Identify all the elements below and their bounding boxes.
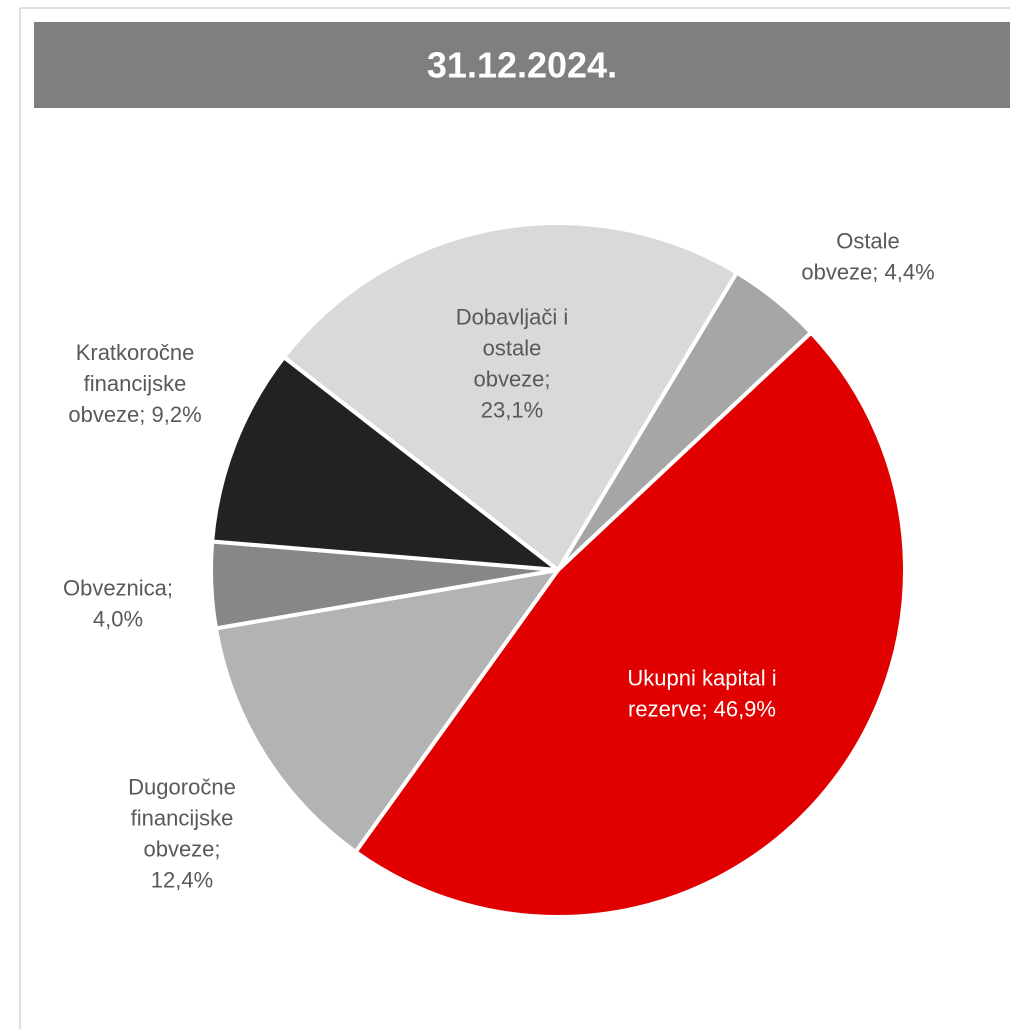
data-label: Ostale obveze; 4,4% xyxy=(801,228,934,284)
data-label-line: Ostale xyxy=(836,228,900,253)
data-label-line: obveze; 4,4% xyxy=(801,259,934,284)
pie-slice xyxy=(213,568,560,854)
data-label-line: rezerve; 46,9% xyxy=(628,696,776,721)
title-bar xyxy=(34,22,1010,108)
data-label: Kratkoročne financijske obveze; 9,2% xyxy=(68,340,201,427)
data-label-line: Kratkoročne xyxy=(76,340,195,365)
chart-title: 31.12.2024. xyxy=(427,45,617,86)
data-label-line: Dugoročne xyxy=(128,774,236,799)
data-label-line: 23,1% xyxy=(481,397,543,422)
pie-slice xyxy=(210,355,560,572)
data-label: Ukupni kapital i rezerve; 46,9% xyxy=(627,665,776,721)
data-label-line: Ukupni kapital i xyxy=(627,665,776,690)
pie-slice xyxy=(281,221,739,572)
data-label: Dugoročne financijske obveze; 12,4% xyxy=(128,774,236,892)
data-label: Obveznica; 4,0% xyxy=(63,575,173,631)
data-label-line: 12,4% xyxy=(151,867,213,892)
data-label-line: obveze; 9,2% xyxy=(68,402,201,427)
data-label-line: 4,0% xyxy=(93,606,143,631)
pie-slice xyxy=(353,330,907,919)
data-label-line: financijske xyxy=(84,371,187,396)
data-label-line: Dobavljači i xyxy=(456,304,569,329)
data-label: Dobavljači i ostale obveze; 23,1% xyxy=(456,304,569,422)
data-label-line: Obveznica; xyxy=(63,575,173,600)
data-label-line: obveze; xyxy=(143,836,220,861)
data-label-line: obveze; xyxy=(473,366,550,391)
data-label-line: ostale xyxy=(483,335,542,360)
data-label-line: financijske xyxy=(131,805,234,830)
